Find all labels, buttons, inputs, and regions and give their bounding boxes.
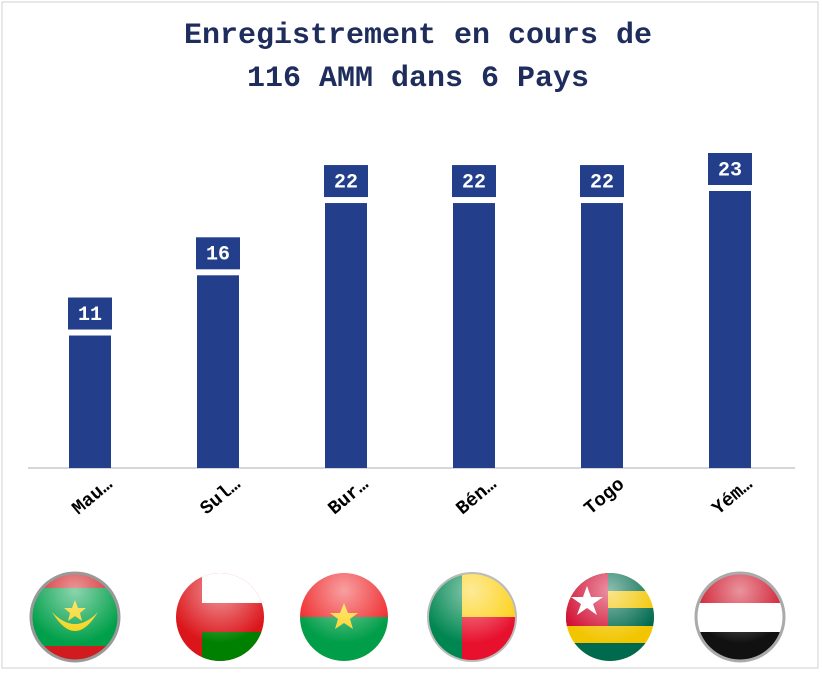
value-label-box: [324, 165, 368, 198]
chart-title: 116 AMM dans 6 Pays: [247, 62, 589, 96]
value-label-box: [68, 297, 112, 330]
bar: [325, 203, 367, 469]
value-label: 22: [334, 171, 358, 194]
bar: [197, 275, 239, 468]
value-label-box: [708, 153, 752, 185]
value-label: 22: [590, 171, 614, 194]
bar: [453, 203, 495, 469]
value-label: 11: [78, 304, 102, 327]
bar: [581, 203, 623, 469]
chart-title: Enregistrement en cours de: [184, 19, 652, 53]
value-label: 22: [462, 171, 486, 194]
value-label-box: [452, 165, 496, 198]
value-label: 16: [206, 244, 230, 267]
value-label: 23: [718, 159, 742, 182]
bar: [69, 335, 111, 468]
bar: [709, 191, 751, 468]
value-label-box: [196, 237, 240, 270]
value-label-box: [580, 165, 624, 198]
